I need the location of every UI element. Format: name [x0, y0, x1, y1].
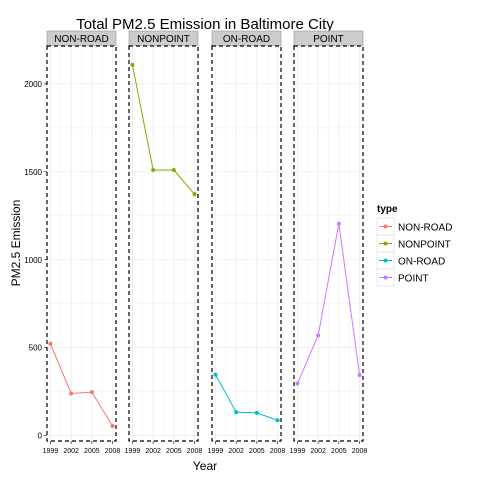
data-point	[275, 418, 280, 423]
y-tick-label: 1000	[24, 256, 42, 265]
data-point	[254, 410, 259, 415]
series-line	[49, 343, 113, 427]
legend-title: type	[377, 204, 398, 215]
data-point	[234, 410, 239, 415]
legend-label: ON-ROAD	[398, 257, 445, 268]
data-point	[336, 221, 341, 226]
x-tick-label: 2002	[63, 448, 79, 455]
data-point	[357, 373, 362, 378]
panel-border	[211, 45, 282, 442]
y-axis-title: PM2.5 Emission	[9, 200, 23, 287]
legend-key-point	[383, 241, 388, 246]
legend-key-point	[383, 224, 388, 229]
x-tick-label: 2008	[352, 448, 368, 455]
y-axis: 0 500 1000 1500 2000	[24, 80, 47, 441]
y-tick-label: 2000	[24, 80, 42, 89]
facet-point: POINT 1999 2002 2005 2008	[290, 30, 368, 455]
facet-strip-label: NON-ROAD	[54, 34, 108, 45]
facet-strip-label: ON-ROAD	[223, 34, 270, 45]
data-point	[110, 424, 115, 429]
y-tick-label: 0	[38, 432, 43, 441]
facet-panels: NON-ROAD 1999 2002 2005 2008 NONPOINT 1999 2002…	[43, 30, 368, 455]
data-point	[48, 341, 53, 346]
legend-key-point	[383, 258, 388, 263]
legend-label: NON-ROAD	[398, 223, 452, 234]
legend-key-point	[383, 275, 388, 280]
x-tick-label: 2008	[105, 448, 121, 455]
x-axis-title: Year	[193, 459, 217, 473]
data-point	[171, 168, 176, 173]
x-tick-label: 2005	[84, 448, 100, 455]
data-point	[89, 390, 94, 395]
x-tick-label: 2005	[249, 448, 265, 455]
data-point	[151, 168, 156, 173]
series-line	[215, 374, 278, 421]
data-point	[130, 62, 135, 67]
y-tick-label: 500	[29, 344, 43, 353]
x-tick-label: 2008	[270, 448, 286, 455]
data-point	[316, 333, 321, 338]
legend-label: NONPOINT	[398, 240, 451, 251]
y-tick-label: 1500	[24, 168, 42, 177]
facet-strip-label: NONPOINT	[137, 34, 190, 45]
x-tick-label: 2005	[166, 448, 182, 455]
x-tick-label: 1999	[208, 448, 224, 455]
x-tick-label: 1999	[125, 448, 141, 455]
data-point	[69, 391, 74, 396]
facet-nonpoint: NONPOINT 1999 2002 2005 2008	[125, 30, 203, 455]
legend-label: POINT	[398, 274, 429, 285]
x-tick-label: 2002	[145, 448, 161, 455]
panel-border	[293, 45, 364, 442]
x-tick-label: 1999	[43, 448, 59, 455]
data-point	[295, 381, 300, 386]
x-tick-label: 2008	[187, 448, 203, 455]
data-point	[192, 192, 197, 197]
x-tick-label: 2002	[310, 448, 326, 455]
x-tick-label: 2005	[331, 448, 347, 455]
facet-non-road: NON-ROAD 1999 2002 2005 2008	[43, 30, 121, 455]
facet-on-road: ON-ROAD 1999 2002 2005 2008	[208, 30, 286, 455]
series-line	[296, 223, 361, 384]
legend: type NON-ROAD NONPOINT ON-ROAD POINT	[376, 204, 452, 287]
data-point	[213, 372, 218, 377]
chart-title: Total PM2.5 Emission in Baltimore City	[76, 16, 334, 33]
x-tick-label: 1999	[290, 448, 306, 455]
facet-strip-label: POINT	[313, 34, 344, 45]
panel-border	[128, 45, 199, 442]
panel-border	[46, 45, 117, 442]
x-tick-label: 2002	[228, 448, 244, 455]
series-line	[131, 64, 195, 195]
